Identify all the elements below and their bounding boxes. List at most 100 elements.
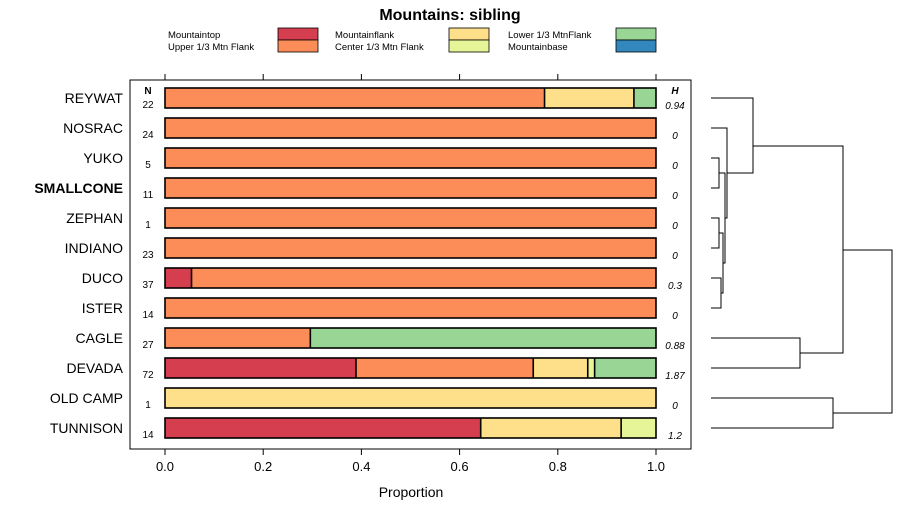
row-indiano: INDIANO 23 0 — [65, 237, 678, 262]
bar-segment-upper-1-3-mtn-flank — [165, 178, 656, 198]
x-axis-label: Proportion — [379, 484, 444, 500]
legend-swatch-center-1-3-mtn-flank — [448, 39, 490, 53]
category-label: YUKO — [83, 150, 123, 166]
bar-segment-center-1-3-mtn-flank — [587, 358, 595, 378]
n-value: 5 — [145, 160, 151, 171]
plot-frame — [129, 79, 692, 450]
category-label: SMALLCONE — [34, 180, 123, 196]
n-value: 1 — [145, 400, 151, 411]
bar-segment-mountainflank — [480, 418, 622, 438]
x-tick-label: 0.4 — [352, 459, 370, 474]
row-duco: DUCO 37 0.3 — [82, 267, 682, 292]
bar-segment-mountainflank — [533, 358, 588, 378]
dendrogram-merge-sibling-group — [753, 145, 844, 354]
dendrogram-merge-oldcamp-tunnison — [711, 397, 834, 429]
bar-outline — [164, 357, 657, 379]
bar-outline — [164, 87, 657, 109]
h-value: 0 — [672, 401, 678, 412]
bar-segment-center-1-3-mtn-flank — [621, 418, 656, 438]
h-value: 0.88 — [665, 341, 685, 352]
legend-swatch-mountainbase — [615, 39, 657, 53]
legend-swatch-mountaintop — [277, 27, 319, 41]
category-label: DUCO — [82, 270, 123, 286]
category-label: REYWAT — [65, 90, 124, 106]
row-yuko: YUKO 5 0 — [83, 147, 678, 172]
row-nosrac: NOSRAC 24 0 — [63, 117, 678, 142]
bar-segment-mountainflank — [165, 388, 656, 408]
n-value: 14 — [142, 310, 154, 321]
bar-outline — [164, 417, 657, 439]
legend-label-upper-1-3-mtn-flank: Upper 1/3 Mtn Flank — [168, 42, 254, 53]
bar-segment-mountaintop — [165, 418, 481, 438]
h-header: H — [671, 86, 679, 97]
category-label: ZEPHAN — [66, 210, 123, 226]
bar-outline — [164, 177, 657, 199]
bar-segment-upper-1-3-mtn-flank — [165, 238, 656, 258]
x-tick-label: 1.0 — [647, 459, 665, 474]
bar-segment-upper-1-3-mtn-flank — [165, 118, 656, 138]
legend-swatch-mountainflank — [448, 27, 490, 41]
legend-label-mountaintop: Mountaintop — [168, 30, 220, 41]
row-smallcone: SMALLCONE 11 0 — [34, 177, 678, 202]
x-tick-label: 0.0 — [156, 459, 174, 474]
bar-outline — [164, 117, 657, 139]
bar-segment-upper-1-3-mtn-flank — [165, 208, 656, 228]
category-label: ISTER — [82, 300, 123, 316]
bar-segment-upper-1-3-mtn-flank — [191, 268, 656, 288]
bar-segment-mountaintop — [165, 268, 192, 288]
n-value: 1 — [145, 220, 151, 231]
x-axis: 0.0 0.2 0.4 0.6 0.8 1.0 — [156, 74, 665, 474]
n-value: 37 — [142, 280, 154, 291]
bar-segment-upper-1-3-mtn-flank — [165, 328, 311, 348]
bar-segment-upper-1-3-mtn-flank — [355, 358, 534, 378]
n-value: 72 — [142, 370, 154, 381]
category-label: CAGLE — [76, 330, 123, 346]
legend-label-lower-1-3-mtnflank: Lower 1/3 MtnFlank — [508, 30, 592, 41]
category-label: NOSRAC — [63, 120, 123, 136]
row-old-camp: OLD CAMP 1 0 — [50, 387, 678, 412]
bar-outline — [164, 237, 657, 259]
row-reywat: REYWAT 22 0.94 — [65, 87, 685, 112]
dendrogram-merge-ys-rest — [719, 172, 726, 264]
bar-segment-upper-1-3-mtn-flank — [165, 148, 656, 168]
legend-label-mountainflank: Mountainflank — [335, 30, 394, 41]
h-value: 1.2 — [668, 431, 682, 442]
category-label: DEVADA — [66, 360, 123, 376]
row-tunnison: TUNNISON 14 1.2 — [50, 417, 682, 442]
bar-segment-lower-1-3-mtnflank — [594, 358, 656, 378]
row-devada: DEVADA 72 1.87 — [66, 357, 685, 382]
h-value: 0 — [672, 311, 678, 322]
dendrogram-merge-reywat — [711, 97, 754, 174]
legend-swatch-upper-1-3-mtn-flank — [277, 39, 319, 53]
bar-segment-lower-1-3-mtnflank — [310, 328, 656, 348]
h-value: 0 — [672, 251, 678, 262]
dendrogram-merge-zephan-indiano — [711, 217, 720, 249]
bar-segment-upper-1-3-mtn-flank — [165, 88, 545, 108]
bar-segment-upper-1-3-mtn-flank — [165, 298, 656, 318]
n-value: 11 — [143, 190, 154, 201]
row-ister: ISTER 14 0 — [82, 297, 678, 322]
h-value: 0.94 — [665, 101, 685, 112]
legend-label-center-1-3-mtn-flank: Center 1/3 Mtn Flank — [335, 42, 424, 53]
h-value: 0.3 — [668, 281, 682, 292]
row-cagle: CAGLE 27 0.88 — [76, 327, 685, 352]
bar-segment-mountaintop — [165, 358, 356, 378]
legend-swatch-lower-1-3-mtnflank — [615, 27, 657, 41]
bar-outline — [164, 267, 657, 289]
dendrogram-merge-duco-ister — [711, 277, 722, 309]
bar-segment-mountainflank — [544, 88, 634, 108]
h-value: 0 — [672, 221, 678, 232]
x-tick-label: 0.6 — [451, 459, 469, 474]
dendrogram — [711, 97, 893, 429]
x-tick-label: 0.2 — [254, 459, 272, 474]
h-value: 0 — [672, 131, 678, 142]
bar-outline — [164, 207, 657, 229]
n-value: 27 — [142, 340, 154, 351]
category-label: INDIANO — [65, 240, 123, 256]
category-label: TUNNISON — [50, 420, 123, 436]
n-value: 22 — [142, 100, 154, 111]
legend-label-mountainbase: Mountainbase — [508, 42, 568, 53]
